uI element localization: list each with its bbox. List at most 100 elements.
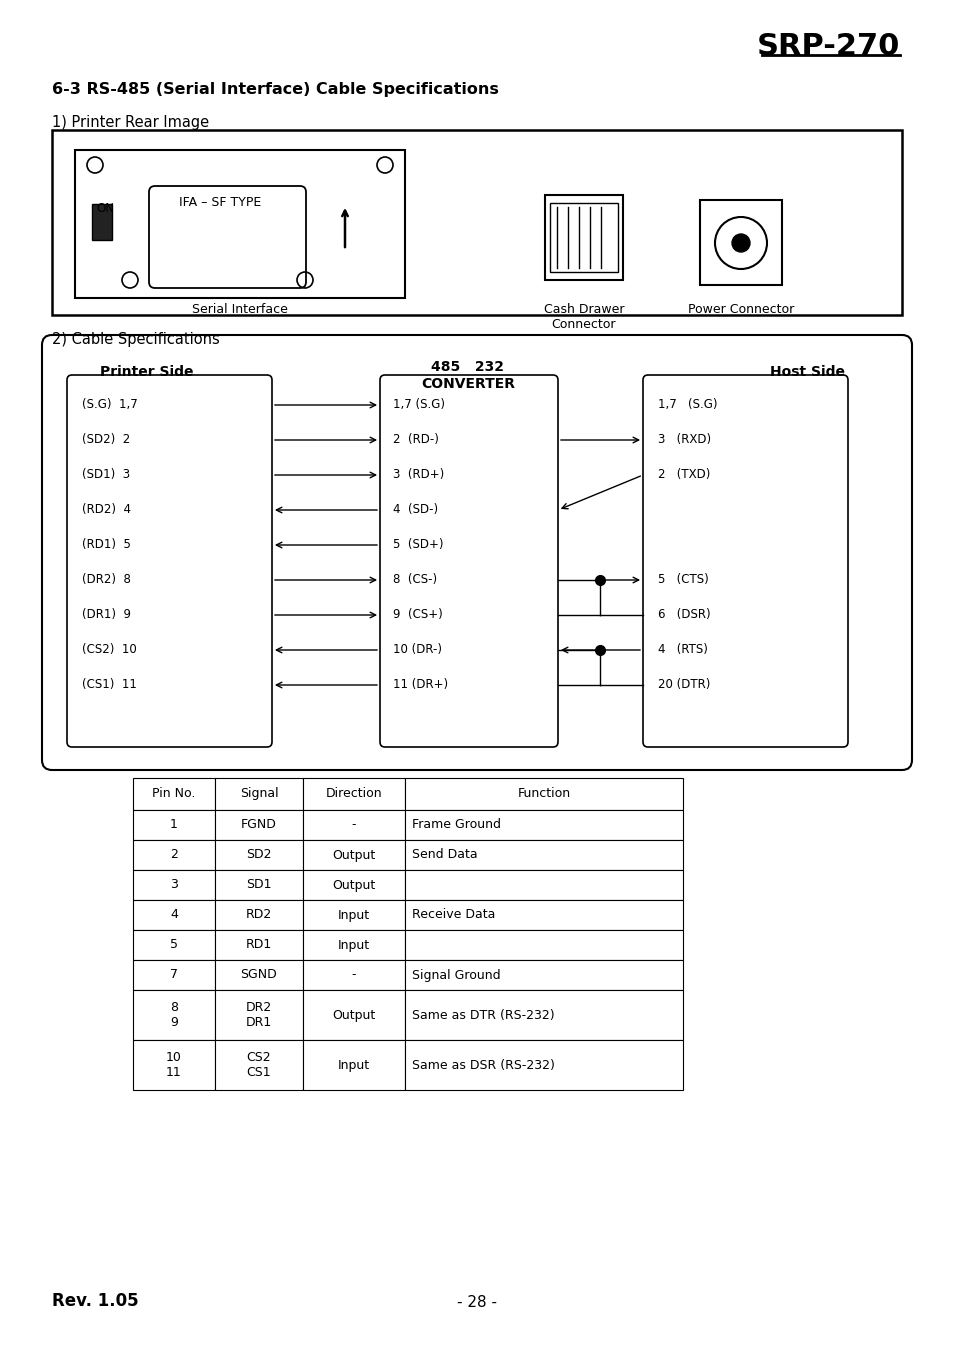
Bar [405,1040,682,1089]
Text: CS2
CS1: CS2 CS1 [247,1052,271,1079]
Text: Serial Interface: Serial Interface [192,302,288,316]
Text: (CS1)  11: (CS1) 11 [82,679,136,691]
Text: (SD2)  2: (SD2) 2 [82,433,131,447]
Bar [132,960,214,990]
Text: Signal: Signal [239,787,278,801]
Bar [214,900,303,930]
Bar [214,778,303,810]
Text: IFA – SF TYPE: IFA – SF TYPE [178,196,261,208]
FancyBboxPatch shape [642,375,847,747]
Text: (RD1)  5: (RD1) 5 [82,539,131,552]
Bar [405,960,682,990]
Bar [303,778,405,810]
Text: 6   (DSR): 6 (DSR) [658,609,710,621]
Bar [214,1040,303,1089]
Text: 11 (DR+): 11 (DR+) [393,679,448,691]
Bar [132,840,214,869]
Text: -: - [352,968,355,981]
Text: Input: Input [337,1058,370,1072]
Text: 6-3 RS-485 (Serial Interface) Cable Specifications: 6-3 RS-485 (Serial Interface) Cable Spec… [52,82,498,97]
Text: 7: 7 [170,968,178,981]
Bar [214,869,303,900]
Text: 485   232: 485 232 [431,360,504,374]
Bar [303,1040,405,1089]
Bar [405,900,682,930]
Text: Printer Side: Printer Side [100,364,193,379]
Text: (DR1)  9: (DR1) 9 [82,609,131,621]
Text: Function: Function [517,787,570,801]
Text: Frame Ground: Frame Ground [412,818,500,832]
Text: 10
11: 10 11 [166,1052,182,1079]
Text: (RD2)  4: (RD2) 4 [82,504,131,517]
Text: 2: 2 [170,849,178,861]
Text: 4   (RTS): 4 (RTS) [658,644,707,656]
Text: SRP-270: SRP-270 [756,32,899,61]
Text: SGND: SGND [240,968,277,981]
Circle shape [731,234,749,252]
Text: Direction: Direction [325,787,382,801]
Text: 3  (RD+): 3 (RD+) [393,468,444,482]
Text: Signal Ground: Signal Ground [412,968,500,981]
Bar [405,810,682,840]
Text: 4: 4 [170,909,178,922]
Bar [132,900,214,930]
Text: (S.G)  1,7: (S.G) 1,7 [82,398,137,412]
Text: 4  (SD-): 4 (SD-) [393,504,437,517]
Bar [91,204,112,240]
Bar [132,930,214,960]
Bar [303,810,405,840]
Bar [303,869,405,900]
Text: 2   (TXD): 2 (TXD) [658,468,710,482]
Bar [52,130,901,315]
Text: Host Side: Host Side [769,364,844,379]
Text: 5   (CTS): 5 (CTS) [658,574,708,586]
Bar [214,960,303,990]
Text: Same as DTR (RS-232): Same as DTR (RS-232) [412,1008,554,1022]
Bar [132,1040,214,1089]
Text: CONVERTER: CONVERTER [420,377,515,392]
Text: Receive Data: Receive Data [412,909,495,922]
Bar [700,200,781,285]
Bar [132,990,214,1040]
Text: DR2
DR1: DR2 DR1 [246,1000,272,1029]
FancyBboxPatch shape [42,335,911,770]
Bar [550,202,618,271]
Text: Same as DSR (RS-232): Same as DSR (RS-232) [412,1058,555,1072]
Bar [303,900,405,930]
Text: RD2: RD2 [246,909,272,922]
Text: 10 (DR-): 10 (DR-) [393,644,441,656]
Bar [75,150,405,298]
Text: 9  (CS+): 9 (CS+) [393,609,442,621]
Text: 8
9: 8 9 [170,1000,178,1029]
Bar [132,810,214,840]
Text: 1) Printer Rear Image: 1) Printer Rear Image [52,115,209,130]
Bar [405,869,682,900]
Text: ON: ON [96,201,113,215]
Bar [303,990,405,1040]
Bar [544,194,622,279]
Bar [303,960,405,990]
Text: 2) Cable Specifications: 2) Cable Specifications [52,332,219,347]
FancyBboxPatch shape [67,375,272,747]
Text: SD2: SD2 [246,849,272,861]
Text: Send Data: Send Data [412,849,477,861]
Text: 1,7   (S.G): 1,7 (S.G) [658,398,717,412]
Bar [405,990,682,1040]
Text: 8  (CS-): 8 (CS-) [393,574,436,586]
Text: Output: Output [332,1008,375,1022]
FancyBboxPatch shape [149,186,306,288]
Text: Input: Input [337,938,370,952]
Text: (SD1)  3: (SD1) 3 [82,468,130,482]
Text: (CS2)  10: (CS2) 10 [82,644,136,656]
Bar [214,930,303,960]
Text: FGND: FGND [241,818,276,832]
Text: 3   (RXD): 3 (RXD) [658,433,710,447]
Bar [214,990,303,1040]
Bar [405,778,682,810]
Text: 1,7 (S.G): 1,7 (S.G) [393,398,444,412]
Text: Cash Drawer
Connector: Cash Drawer Connector [543,302,623,331]
Text: 5: 5 [170,938,178,952]
Text: Pin No.: Pin No. [152,787,195,801]
Text: Rev. 1.05: Rev. 1.05 [52,1292,138,1310]
Text: RD1: RD1 [246,938,272,952]
